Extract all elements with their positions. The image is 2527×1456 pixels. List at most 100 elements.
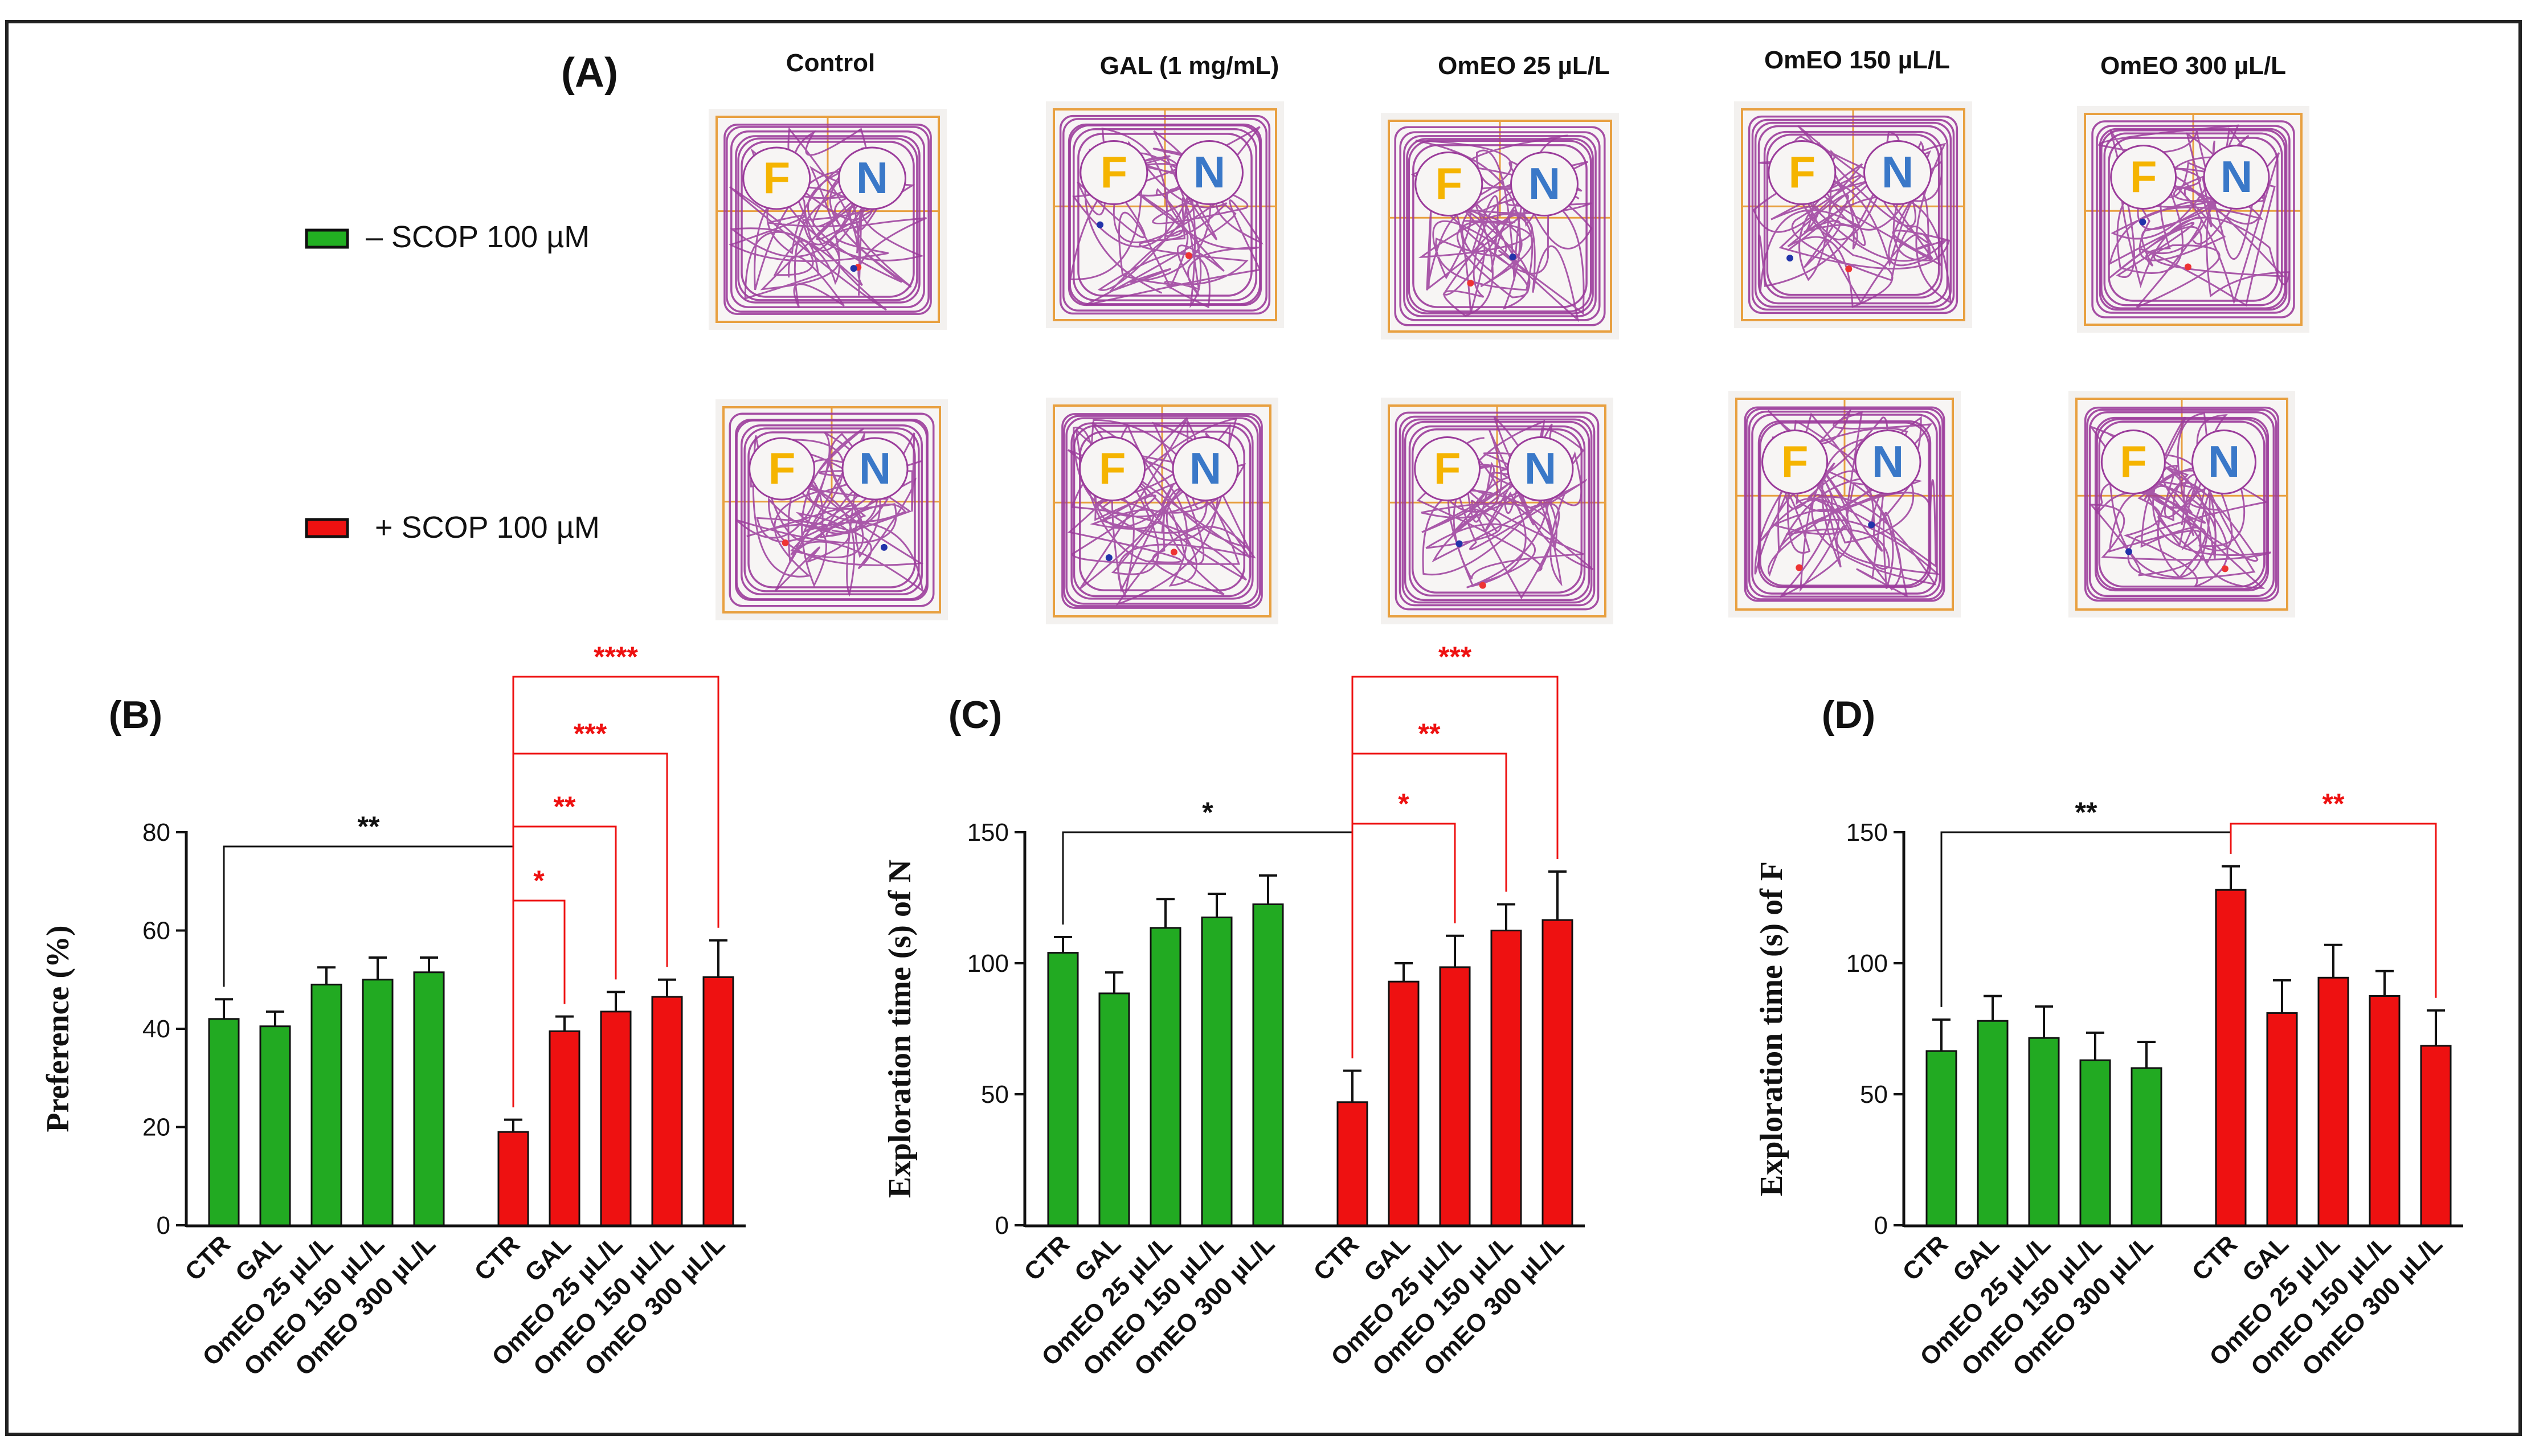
legend-label-plus-scop: + SCOP 100 µM — [375, 510, 600, 545]
arena-track-grid: F N F N F N F N F NF N F N F N F N F N — [709, 101, 2309, 624]
novel-object-label: N — [2208, 436, 2240, 486]
x-tick-label: CTR — [1019, 1230, 1075, 1286]
start-marker — [1467, 279, 1474, 287]
significance-label: *** — [1438, 641, 1472, 673]
track-loop — [1077, 133, 1253, 297]
familiar-object-label: F — [1100, 147, 1127, 197]
y-tick-label: 0 — [995, 1212, 1009, 1240]
start-marker — [1479, 582, 1486, 589]
bar-plus-scop-5 — [1541, 919, 1573, 1226]
end-marker — [1509, 253, 1516, 261]
track-loop — [1399, 415, 1596, 607]
end-marker — [1097, 221, 1104, 228]
significance-label: ** — [554, 791, 576, 823]
y-tick-label: 40 — [142, 1015, 170, 1043]
x-tick-label: CTR — [179, 1230, 236, 1286]
significance-label: ** — [1418, 718, 1441, 750]
track-loop — [743, 427, 920, 592]
bar-minus-scop-5 — [2131, 1067, 2162, 1226]
bar-plus-scop-4 — [2369, 995, 2401, 1226]
bar-plus-scop-3 — [1439, 966, 1471, 1226]
significance-bracket — [1940, 831, 2232, 1007]
bar-minus-scop-2 — [1098, 992, 1130, 1226]
col-title-control: Control — [786, 49, 875, 77]
x-tick-label: CTR — [2186, 1230, 2243, 1286]
bar-minus-scop-4 — [1201, 917, 1233, 1226]
novel-object-label: N — [856, 153, 888, 203]
significance-bracket — [512, 752, 668, 1107]
track-path — [1752, 125, 1952, 308]
significance-label: ** — [2075, 796, 2097, 828]
bar-minus-scop-3 — [1150, 927, 1181, 1226]
significance-bracket — [1351, 676, 1559, 1058]
end-marker — [1786, 255, 1794, 262]
novel-object-zone — [1172, 436, 1239, 501]
track-loop — [1751, 414, 1938, 595]
track-loop — [1404, 420, 1590, 602]
start-marker — [1170, 549, 1177, 556]
novel-object-label: N — [1882, 147, 1913, 197]
y-axis-label: Exploration time (s) of N — [882, 860, 918, 1198]
panel-label: (B) — [109, 693, 162, 737]
significance-label: ** — [358, 811, 380, 842]
start-marker — [1796, 564, 1803, 571]
panel-a-column-titles: Control GAL (1 mg/mL) OmEO 25 µL/L OmEO … — [786, 46, 2286, 80]
track-loop — [1070, 422, 1254, 600]
bar-minus-scop-2 — [259, 1025, 291, 1226]
track-loop — [1751, 118, 1955, 311]
novel-object-label: N — [859, 443, 891, 493]
x-tick-label: CTR — [1897, 1230, 1953, 1286]
end-marker — [1455, 540, 1463, 547]
y-tick-label: 150 — [1846, 819, 1888, 846]
familiar-object-label: F — [2120, 436, 2147, 486]
familiar-object-zone — [1761, 430, 1829, 494]
track-path — [1416, 416, 1594, 600]
y-tick-label: 0 — [157, 1212, 170, 1240]
track-loop — [1079, 431, 1245, 591]
y-tick-label: 60 — [142, 917, 170, 945]
familiar-object-zone — [749, 437, 816, 501]
novel-object-label: N — [1193, 147, 1225, 197]
bar-plus-scop-3 — [600, 1011, 632, 1226]
novel-object-zone — [1507, 436, 1574, 501]
track-loop — [723, 124, 932, 315]
novel-object-zone — [838, 146, 906, 210]
track-loop — [2096, 125, 2291, 314]
bar-minus-scop-4 — [362, 979, 394, 1226]
track-loop — [1406, 138, 1594, 314]
y-axis-label: Preference (%) — [40, 925, 76, 1132]
track-loop — [2103, 132, 2283, 306]
track-loop — [1059, 114, 1271, 315]
familiar-object-label: F — [1434, 443, 1461, 493]
chart-panel-c: (C) 0 50 100 150 Exploration time (s) of N CTR… — [882, 641, 1585, 1381]
novel-object-label: N — [1189, 443, 1221, 493]
track-loop — [1411, 428, 1583, 594]
track-loop — [1744, 406, 1945, 602]
familiar-object-zone — [1768, 140, 1837, 205]
track-loop — [735, 419, 928, 600]
familiar-object-label: F — [768, 443, 796, 493]
panel-label: (D) — [1822, 693, 1875, 737]
bar-minus-scop-1 — [1925, 1050, 1957, 1226]
novel-object-zone — [1863, 140, 1932, 205]
novel-object-zone — [2203, 145, 2270, 210]
bar-plus-scop-1 — [1336, 1101, 1368, 1226]
legend-swatch-plus-scop — [305, 518, 349, 538]
track-loop — [1063, 415, 1261, 607]
end-marker — [2125, 548, 2132, 555]
y-tick-label: 100 — [967, 950, 1009, 978]
track-loop — [2086, 408, 2277, 600]
novel-object-label: N — [1872, 436, 1904, 486]
familiar-object-label: F — [1781, 436, 1809, 486]
col-title-gal: GAL (1 mg/mL) — [1100, 52, 1279, 80]
start-marker — [2221, 565, 2228, 572]
bar-plus-scop-5 — [2420, 1045, 2452, 1226]
familiar-object-zone — [1414, 152, 1483, 216]
